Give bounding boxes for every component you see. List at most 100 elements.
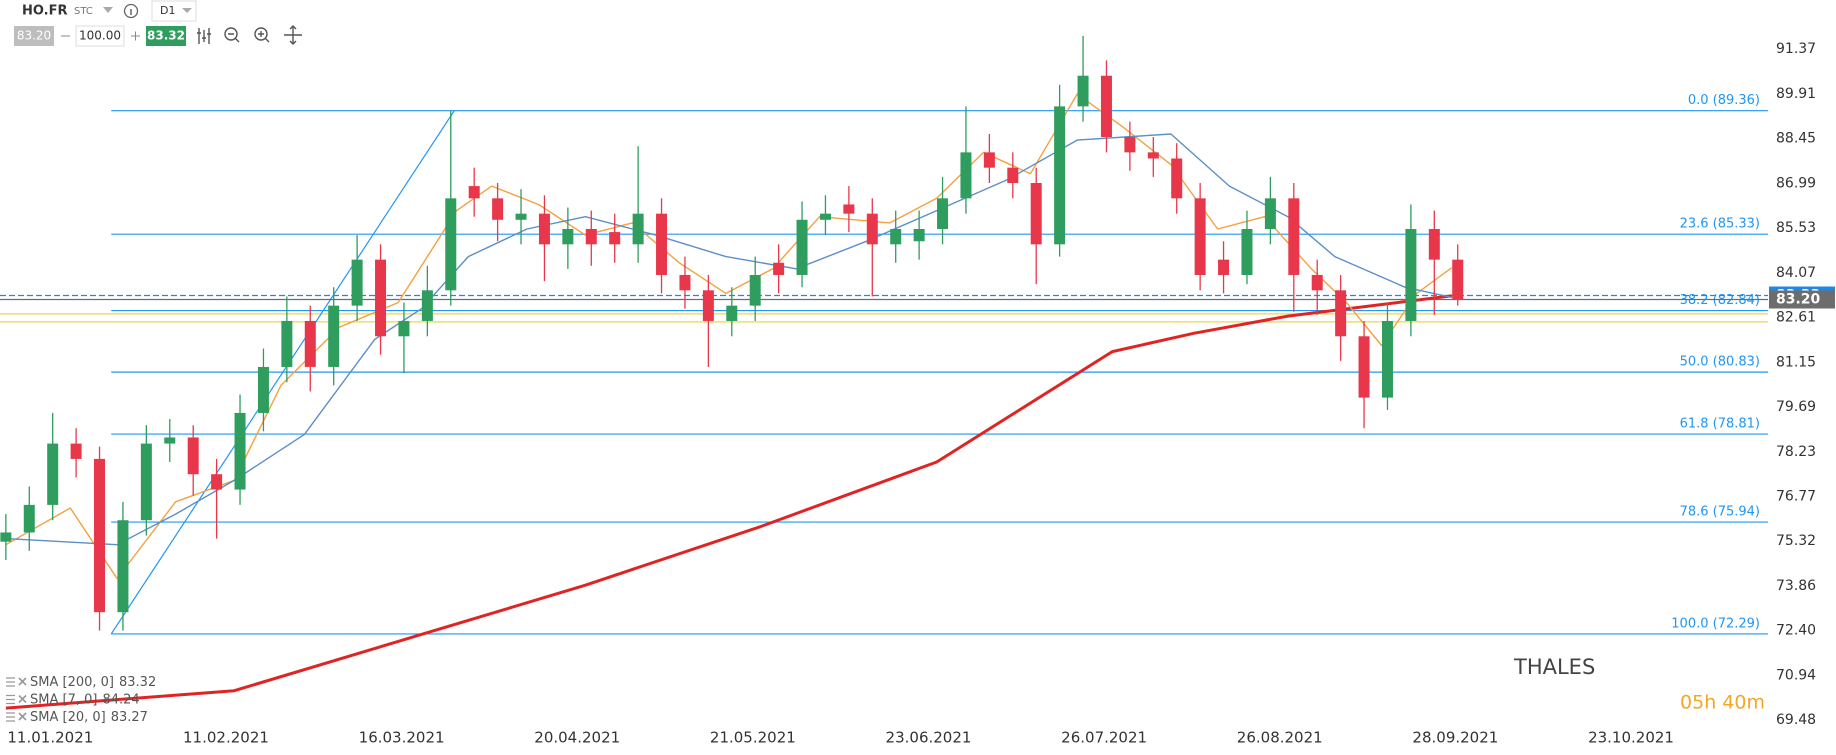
candle-body <box>140 443 152 521</box>
legend-remove[interactable] <box>18 712 27 721</box>
legend-icon <box>6 694 15 705</box>
fib-level-label: 100.0 (72.29) <box>1671 616 1760 631</box>
sell-box[interactable] <box>14 26 54 46</box>
candle-body <box>726 305 738 321</box>
candle-body <box>819 213 831 220</box>
x-tick-label: 23.10.2021 <box>1588 729 1674 747</box>
quantity-box[interactable] <box>75 25 125 47</box>
candle-body <box>234 412 246 490</box>
fib-level-label: 0.0 (89.36) <box>1688 93 1760 108</box>
zoom-out-icon[interactable] <box>224 27 238 41</box>
buy-box[interactable] <box>146 26 186 46</box>
sell-price: 83.20 <box>17 29 51 43</box>
countdown: 05h 40m <box>1680 692 1765 714</box>
sma-line <box>5 93 1453 580</box>
candle-body <box>257 366 269 413</box>
legend-name: SMA [200, 0] <box>30 675 114 690</box>
y-tick-label: 72.40 <box>1776 623 1816 639</box>
y-tick-label: 70.94 <box>1776 667 1816 683</box>
legend-value: 84.24 <box>102 692 139 707</box>
legend-entry: SMA [20, 0] 83.27 <box>30 710 148 725</box>
market: STC <box>74 6 93 17</box>
candle-body <box>468 186 480 199</box>
zoom-in-detail <box>258 31 270 43</box>
symbol[interactable]: HO.FR <box>22 4 67 19</box>
plus-icon[interactable] <box>131 31 140 41</box>
price-tag-label: 83.20 <box>1776 292 1821 308</box>
candle-body <box>562 228 574 245</box>
candle-body <box>749 274 761 306</box>
zoom-in-icon[interactable] <box>254 27 268 41</box>
candle-body <box>796 219 808 275</box>
info-icon[interactable] <box>123 3 139 19</box>
y-tick-label: 88.45 <box>1776 131 1816 147</box>
legend-remove[interactable] <box>18 694 27 704</box>
y-tick-label: 84.07 <box>1776 265 1816 281</box>
candle-body <box>1452 259 1464 300</box>
candle-body <box>585 228 597 245</box>
candle-body <box>1241 228 1253 275</box>
candle-body <box>679 274 691 291</box>
candle-body <box>515 213 527 220</box>
x-tick-label: 21.05.2021 <box>710 729 796 747</box>
quantity: 100.00 <box>79 29 121 43</box>
interval-box[interactable] <box>151 0 197 22</box>
candle-body <box>866 213 878 245</box>
legend-icon <box>6 712 15 722</box>
x-tick-label: 26.08.2021 <box>1237 729 1323 747</box>
candle-body <box>913 228 925 242</box>
candle-body <box>1100 75 1112 138</box>
price-tag <box>1769 290 1835 309</box>
candle-body <box>0 532 12 542</box>
x-tick-label: 26.07.2021 <box>1061 729 1147 747</box>
y-tick-label: 76.77 <box>1776 489 1816 505</box>
fib-level-label: 23.6 (85.33) <box>1680 217 1760 232</box>
y-tick-label: 79.69 <box>1776 399 1816 415</box>
candle-body <box>421 290 433 321</box>
candle-body <box>304 320 316 367</box>
candle-body <box>1264 198 1276 229</box>
candle-body <box>211 474 223 490</box>
candle-body <box>702 290 714 321</box>
y-tick-label: 89.91 <box>1776 86 1816 102</box>
candle-body <box>328 305 340 367</box>
y-tick-label: 75.32 <box>1776 533 1816 549</box>
y-tick-label: 82.61 <box>1776 310 1816 326</box>
fib-level-label: 50.0 (80.83) <box>1680 355 1760 370</box>
x-tick-label: 23.06.2021 <box>886 729 972 747</box>
candle-body <box>1288 198 1300 275</box>
candle-body <box>1358 336 1370 398</box>
sma-line <box>5 294 1453 710</box>
candle-body <box>890 228 902 245</box>
candle-body <box>1405 228 1417 321</box>
candle-body <box>1007 167 1019 184</box>
candle-body <box>656 213 668 275</box>
candle-body <box>70 443 82 459</box>
candle-body <box>47 443 59 505</box>
candle-body <box>94 458 106 613</box>
candle-body <box>1194 198 1206 275</box>
candle-body <box>773 262 785 275</box>
instrument-name: THALES <box>1513 655 1595 679</box>
legend-remove[interactable] <box>18 677 27 686</box>
sma-line <box>5 133 1453 546</box>
pan-icon[interactable] <box>284 25 302 45</box>
dropdown-arrow[interactable] <box>103 7 113 13</box>
x-tick-label: 11.02.2021 <box>183 729 269 747</box>
y-tick-label: 86.99 <box>1776 175 1816 191</box>
dropdown-arrow <box>182 8 192 13</box>
y-tick-label: 81.15 <box>1776 354 1816 370</box>
legend-icon <box>6 677 15 687</box>
fib-level-label: 61.8 (78.81) <box>1680 417 1760 432</box>
chart-type-icon[interactable] <box>197 28 211 44</box>
toolbar: HO.FR STC D1 83.20 100.00 83.32 <box>14 0 302 47</box>
candle-body <box>1171 158 1183 199</box>
candle-body <box>632 213 644 245</box>
y-tick-label: 73.86 <box>1776 578 1816 594</box>
candle-body <box>937 198 949 229</box>
fib-level-label: 78.6 (75.94) <box>1680 505 1760 520</box>
y-tick-label: 69.48 <box>1776 712 1816 728</box>
candle-body <box>843 204 855 214</box>
